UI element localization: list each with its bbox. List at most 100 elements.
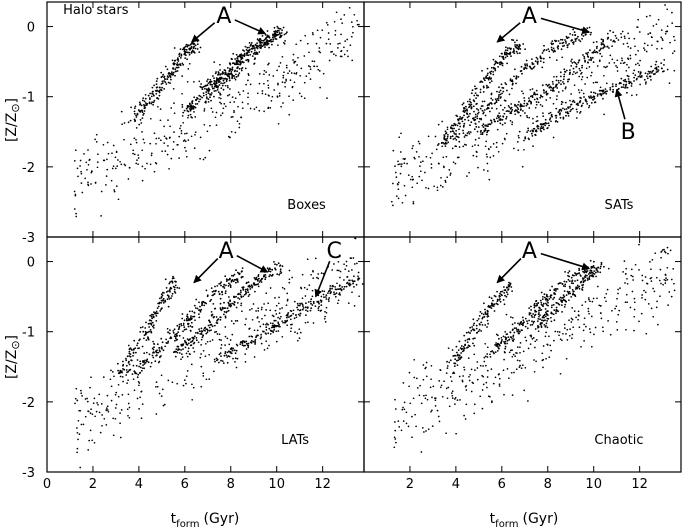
data-point bbox=[629, 306, 632, 309]
data-point bbox=[568, 43, 570, 45]
x-axis-label-right: tform (Gyr) bbox=[490, 511, 559, 527]
data-point bbox=[218, 96, 220, 99]
data-point bbox=[182, 337, 185, 339]
data-point bbox=[666, 25, 669, 28]
data-point bbox=[497, 342, 499, 345]
data-point bbox=[131, 373, 134, 375]
data-point bbox=[156, 97, 158, 100]
data-point bbox=[152, 340, 154, 343]
data-point bbox=[328, 250, 331, 253]
data-point bbox=[349, 44, 352, 47]
data-point bbox=[646, 282, 649, 285]
data-point bbox=[619, 62, 622, 65]
data-point bbox=[302, 307, 305, 309]
data-point bbox=[142, 330, 145, 333]
data-point bbox=[273, 319, 276, 322]
data-point bbox=[515, 109, 518, 112]
data-point bbox=[438, 420, 441, 423]
data-point bbox=[240, 55, 242, 57]
data-point bbox=[524, 112, 526, 114]
data-point bbox=[577, 61, 580, 64]
data-point bbox=[215, 330, 218, 333]
data-point bbox=[565, 294, 568, 296]
data-point bbox=[478, 117, 481, 120]
data-point bbox=[160, 89, 163, 92]
data-point bbox=[202, 92, 205, 95]
data-point bbox=[151, 101, 154, 103]
data-point bbox=[159, 350, 161, 353]
data-point bbox=[493, 120, 496, 123]
data-point bbox=[316, 301, 319, 303]
data-point bbox=[547, 84, 549, 87]
data-point bbox=[612, 85, 614, 88]
data-point bbox=[211, 315, 213, 317]
data-point bbox=[504, 56, 507, 59]
data-point bbox=[258, 320, 260, 323]
data-point bbox=[146, 360, 148, 363]
data-point bbox=[275, 325, 278, 328]
data-point bbox=[455, 432, 457, 435]
data-point bbox=[596, 297, 598, 300]
data-point bbox=[226, 84, 229, 87]
data-point bbox=[321, 290, 324, 292]
data-point bbox=[584, 31, 586, 34]
data-point bbox=[470, 92, 473, 95]
data-point bbox=[244, 323, 247, 326]
data-point bbox=[559, 71, 562, 74]
data-point bbox=[528, 116, 531, 119]
data-point bbox=[488, 178, 491, 181]
data-point bbox=[472, 117, 475, 120]
data-point bbox=[465, 403, 468, 406]
data-point bbox=[540, 130, 543, 133]
data-point bbox=[520, 70, 523, 72]
data-point bbox=[595, 269, 598, 271]
data-point bbox=[318, 70, 321, 72]
data-point bbox=[134, 347, 137, 349]
data-point bbox=[221, 71, 224, 73]
data-point bbox=[137, 380, 140, 383]
data-point bbox=[535, 120, 538, 123]
data-point bbox=[540, 125, 543, 127]
data-point bbox=[656, 70, 659, 73]
data-point bbox=[470, 106, 473, 109]
data-point bbox=[646, 44, 649, 47]
data-point bbox=[476, 367, 479, 369]
data-point bbox=[235, 73, 237, 76]
data-point bbox=[439, 369, 442, 372]
data-point bbox=[579, 112, 581, 114]
data-point bbox=[476, 115, 479, 117]
data-point bbox=[224, 307, 227, 309]
data-point bbox=[292, 312, 295, 315]
arrow-label: C bbox=[326, 239, 341, 264]
y-tick-label: 0 bbox=[27, 21, 35, 36]
data-point bbox=[133, 110, 136, 113]
data-point bbox=[186, 315, 188, 318]
data-point bbox=[80, 172, 83, 175]
data-point bbox=[650, 280, 653, 282]
data-point bbox=[191, 339, 194, 342]
data-point bbox=[119, 422, 121, 425]
data-point bbox=[259, 279, 262, 282]
data-point bbox=[492, 299, 494, 302]
data-point bbox=[236, 344, 239, 347]
data-point bbox=[661, 39, 664, 42]
data-point bbox=[188, 47, 191, 50]
data-point bbox=[250, 339, 253, 342]
data-point bbox=[555, 312, 557, 314]
data-point bbox=[551, 49, 554, 52]
data-point bbox=[606, 45, 609, 48]
data-point bbox=[586, 103, 589, 105]
data-point bbox=[226, 78, 229, 80]
data-point bbox=[427, 135, 430, 138]
data-point bbox=[401, 201, 404, 204]
data-point bbox=[562, 117, 565, 120]
data-point bbox=[135, 116, 138, 118]
data-point bbox=[237, 293, 240, 296]
data-point bbox=[533, 370, 536, 373]
data-point bbox=[269, 333, 272, 335]
data-point bbox=[531, 135, 534, 137]
data-point bbox=[536, 304, 539, 307]
data-point bbox=[199, 157, 201, 160]
data-point bbox=[510, 112, 512, 114]
